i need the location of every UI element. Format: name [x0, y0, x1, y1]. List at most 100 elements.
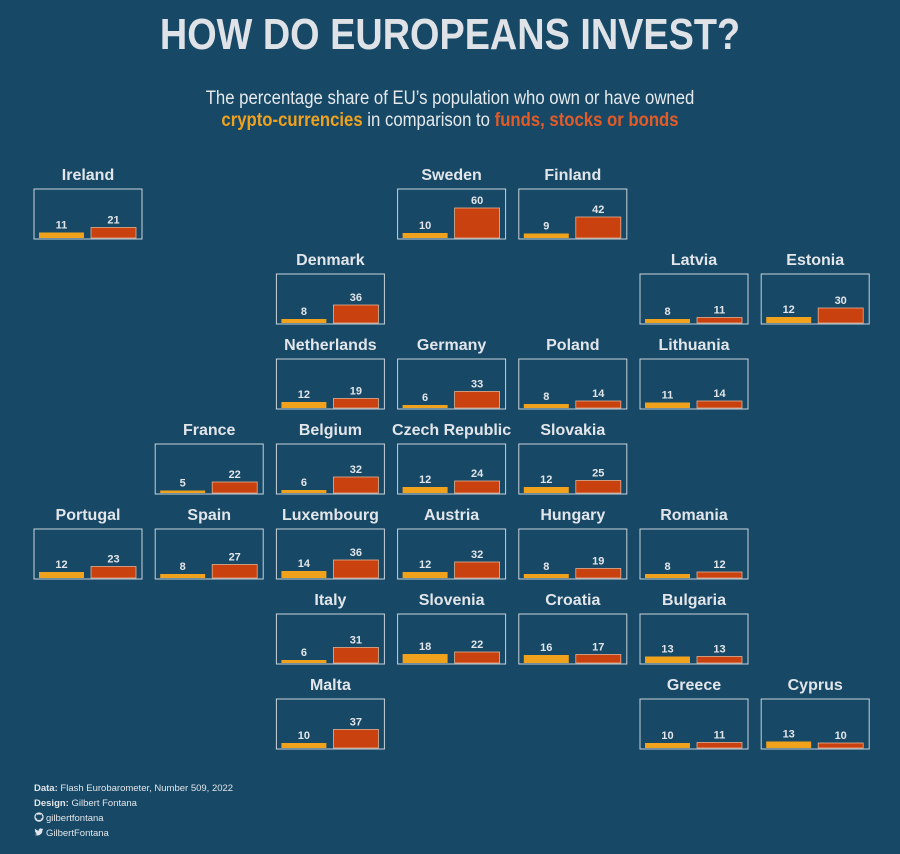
tile-frame	[275, 443, 385, 495]
crypto-bar	[523, 233, 569, 238]
funds-bar	[332, 476, 379, 494]
subtitle-connector: in comparison to	[367, 110, 490, 131]
funds-value-label: 30	[835, 295, 847, 307]
funds-value-label: 23	[107, 554, 119, 566]
country-tile-hungary: Hungary 8 19	[518, 507, 628, 580]
country-name: Denmark	[296, 252, 365, 269]
funds-bar	[575, 568, 622, 579]
funds-value-label: 33	[471, 379, 483, 391]
crypto-bar	[281, 743, 327, 748]
subtitle-line-1: The percentage share of EU’s population …	[205, 88, 695, 109]
country-tile-slovenia: Slovenia 18 22	[397, 592, 507, 665]
crypto-value-label: 10	[419, 220, 431, 232]
page-title: HOW DO EUROPEANS INVEST?	[159, 10, 741, 59]
country-name: Cyprus	[788, 677, 843, 694]
tile-frame	[518, 528, 628, 580]
country-tile-bulgaria: Bulgaria 13 13	[639, 592, 749, 665]
country-tile-estonia: Estonia 12 30	[760, 252, 870, 325]
funds-bar	[90, 566, 137, 579]
crypto-value-label: 12	[419, 559, 431, 571]
tile-frame	[33, 188, 143, 240]
funds-bar	[696, 742, 743, 749]
funds-bar	[454, 480, 501, 494]
funds-bar	[696, 400, 743, 409]
funds-value-label: 10	[835, 730, 847, 742]
tile-frame	[275, 358, 385, 410]
funds-bar	[90, 227, 137, 239]
country-name: Spain	[187, 507, 231, 524]
country-name: Poland	[546, 337, 599, 354]
country-name: Finland	[544, 167, 601, 184]
funds-value-label: 32	[471, 549, 483, 561]
tile-frame	[518, 358, 628, 410]
funds-bar	[454, 391, 501, 409]
funds-value-label: 17	[592, 642, 604, 654]
crypto-value-label: 8	[543, 391, 549, 403]
crypto-bar	[402, 654, 448, 663]
funds-value-label: 21	[107, 215, 119, 227]
country-name: Austria	[424, 507, 479, 524]
crypto-bar	[523, 487, 569, 493]
funds-bar	[332, 559, 379, 579]
tile-frame	[639, 528, 749, 580]
funds-value-label: 13	[713, 644, 725, 656]
funds-value-label: 27	[229, 552, 241, 564]
funds-bar	[575, 400, 622, 409]
country-name: Netherlands	[284, 337, 377, 354]
crypto-bar	[281, 319, 327, 323]
funds-value-label: 19	[592, 556, 604, 568]
funds-bar	[211, 481, 258, 494]
tile-frame	[275, 528, 385, 580]
country-tile-netherlands: Netherlands 12 19	[275, 337, 385, 410]
tile-frame	[397, 613, 507, 665]
twitter-icon	[34, 828, 44, 836]
footer: Data: Flash Eurobarometer, Number 509, 2…	[34, 781, 233, 841]
legend-crypto-label: crypto-currencies	[221, 110, 363, 131]
country-name: Czech Republic	[392, 422, 511, 439]
funds-bar	[332, 729, 379, 749]
funds-bar	[454, 651, 501, 664]
crypto-bar	[645, 319, 690, 323]
tile-frame	[275, 273, 385, 325]
country-tile-malta: Malta 10 37	[275, 677, 385, 750]
tile-frame	[397, 528, 507, 580]
country-name: Luxembourg	[282, 507, 379, 524]
funds-value-label: 22	[229, 469, 241, 481]
country-name: Sweden	[421, 167, 481, 184]
crypto-value-label: 12	[298, 389, 310, 401]
crypto-bar	[39, 572, 84, 578]
tile-frame	[33, 528, 143, 580]
funds-value-label: 37	[350, 717, 362, 729]
country-name: Slovenia	[419, 592, 485, 609]
funds-value-label: 42	[592, 204, 604, 216]
crypto-value-label: 5	[180, 478, 186, 490]
country-tile-czech-republic: Czech Republic 12 24	[392, 422, 511, 495]
crypto-bar	[645, 574, 690, 578]
crypto-value-label: 16	[540, 642, 552, 654]
tile-frame	[397, 443, 507, 495]
crypto-value-label: 10	[298, 730, 310, 742]
footer-github[interactable]: gilbertfontana	[34, 811, 233, 826]
country-name: Bulgaria	[662, 592, 726, 609]
tile-frame	[760, 698, 870, 750]
funds-value-label: 24	[471, 468, 484, 480]
country-name: Slovakia	[540, 422, 605, 439]
crypto-value-label: 12	[783, 304, 795, 316]
country-tile-portugal: Portugal 12 23	[33, 507, 143, 580]
funds-bar	[575, 654, 622, 664]
country-tile-lithuania: Lithuania 11 14	[639, 337, 749, 410]
subtitle-line-2: crypto-currencies in comparison to funds…	[54, 110, 846, 132]
country-tile-ireland: Ireland 11 21	[33, 167, 143, 240]
crypto-bar	[645, 656, 690, 663]
crypto-bar	[402, 405, 448, 408]
crypto-bar	[766, 741, 812, 748]
funds-bar	[817, 307, 864, 324]
crypto-value-label: 12	[419, 474, 431, 486]
tile-frame	[639, 613, 749, 665]
crypto-value-label: 8	[180, 561, 186, 573]
country-tile-sweden: Sweden 10 60	[397, 167, 507, 240]
country-name: Italy	[314, 592, 346, 609]
crypto-bar	[766, 317, 812, 323]
footer-twitter[interactable]: GilbertFontana	[34, 826, 233, 841]
